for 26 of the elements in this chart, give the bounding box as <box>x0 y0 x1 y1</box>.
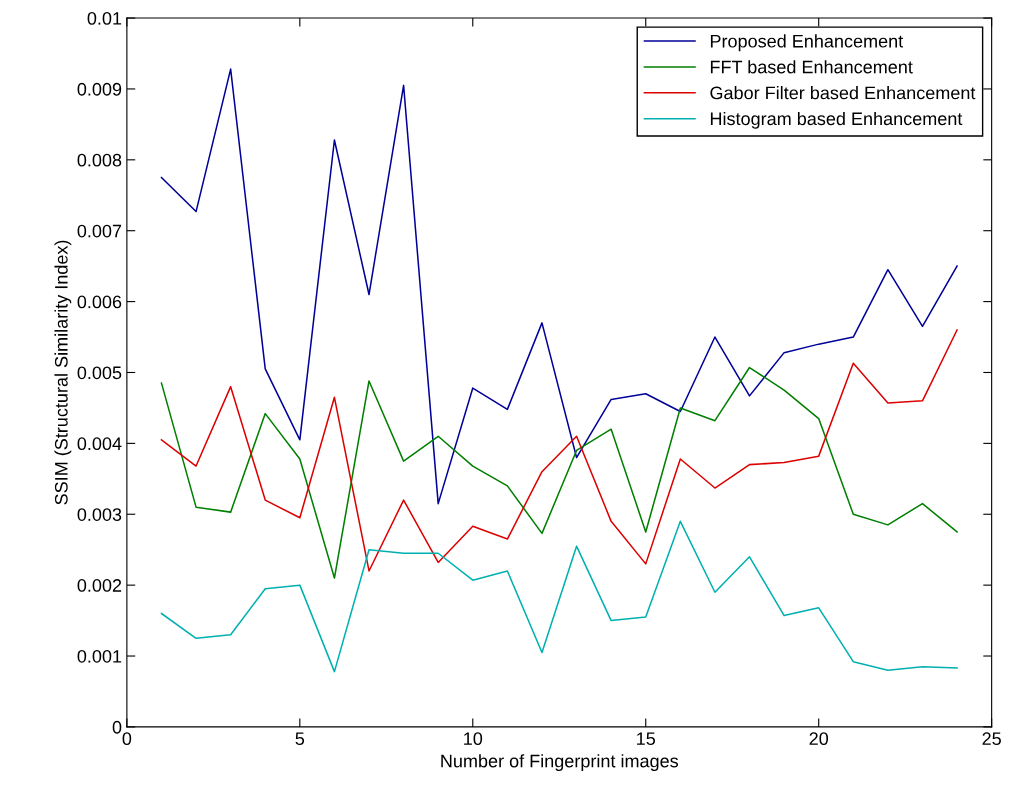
y-tick-label: 0.005 <box>77 366 122 380</box>
y-tick-label: 0.01 <box>87 11 122 25</box>
x-tick-label: 5 <box>295 732 305 746</box>
legend-label: Proposed Enhancement <box>710 34 904 52</box>
y-tick-label: 0.004 <box>77 437 122 451</box>
y-tick-label: 0.006 <box>77 295 122 309</box>
legend-label: FFT based Enhancement <box>710 60 913 74</box>
y-axis-title: SSIM (Structural Similarity Index) <box>54 240 72 505</box>
x-tick-label: 15 <box>637 732 656 746</box>
y-tick-label: 0.007 <box>77 224 122 238</box>
x-tick-label: 10 <box>464 732 483 746</box>
y-tick-label: 0.008 <box>77 153 122 167</box>
y-tick-label: 0.002 <box>77 579 122 592</box>
x-axis-title: Number of Fingerprint images <box>441 754 679 771</box>
line-series <box>160 366 958 579</box>
line-series <box>160 520 958 673</box>
y-tick-label: 0 <box>112 720 122 734</box>
x-tick-label: 25 <box>982 732 1001 746</box>
x-tick-label: 0 <box>122 732 132 746</box>
line-series <box>160 329 958 572</box>
y-tick-label: 0.009 <box>77 82 122 96</box>
legend-label: Histogram based Enhancement <box>710 111 963 129</box>
legend-label: Gabor Filter based Enhancement <box>710 86 976 100</box>
y-tick-label: 0.001 <box>77 649 122 663</box>
y-tick-label: 0.003 <box>77 508 122 521</box>
x-tick-label: 20 <box>809 732 829 746</box>
